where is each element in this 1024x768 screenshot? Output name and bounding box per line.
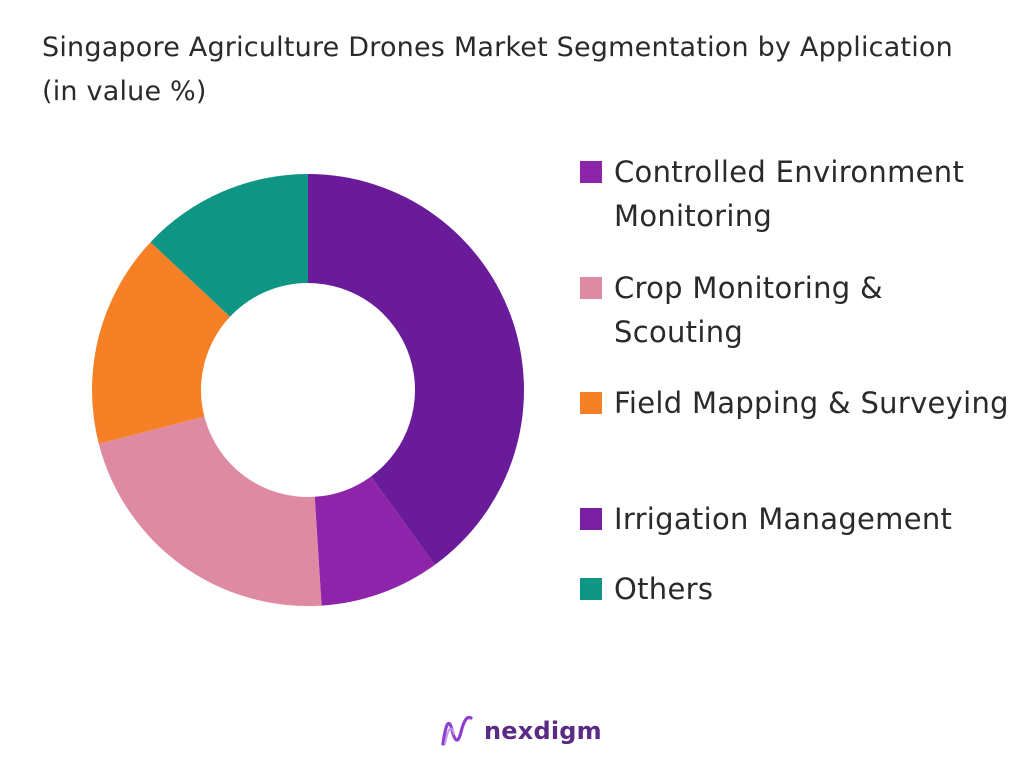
chart-title: Singapore Agriculture Drones Market Segm… [42, 32, 953, 107]
brand-logo: nexdigm [440, 714, 602, 748]
legend-item: Crop Monitoring & Scouting [580, 266, 1019, 354]
legend-item: Irrigation Management [580, 497, 1019, 541]
donut-slice-irrigation-management [314, 476, 435, 606]
legend-swatch [580, 392, 602, 414]
legend-swatch [580, 578, 602, 600]
legend-swatch [580, 277, 602, 299]
legend-label: Field Mapping & Surveying [614, 386, 1009, 420]
brand-name: nexdigm [484, 717, 602, 745]
legend-item: Controlled Environment Monitoring [580, 150, 1019, 238]
nexdigm-logo-icon [441, 715, 473, 746]
legend-label: Irrigation Management [614, 502, 953, 536]
legend-label: Others [614, 572, 714, 606]
legend-item: Others [580, 567, 1019, 611]
legend-swatch [580, 508, 602, 530]
donut-slice-field-mapping-surveying [92, 242, 231, 444]
donut-slice-others [150, 174, 308, 317]
donut-slice-crop-monitoring-scouting [98, 416, 322, 606]
donut-slice-controlled-environment-monitoring [308, 174, 524, 565]
legend-item: Field Mapping & Surveying [580, 381, 1019, 425]
legend-label: Controlled Environment Monitoring [614, 155, 965, 233]
legend-label: Crop Monitoring & Scouting [614, 271, 883, 349]
legend-swatch [580, 161, 602, 183]
